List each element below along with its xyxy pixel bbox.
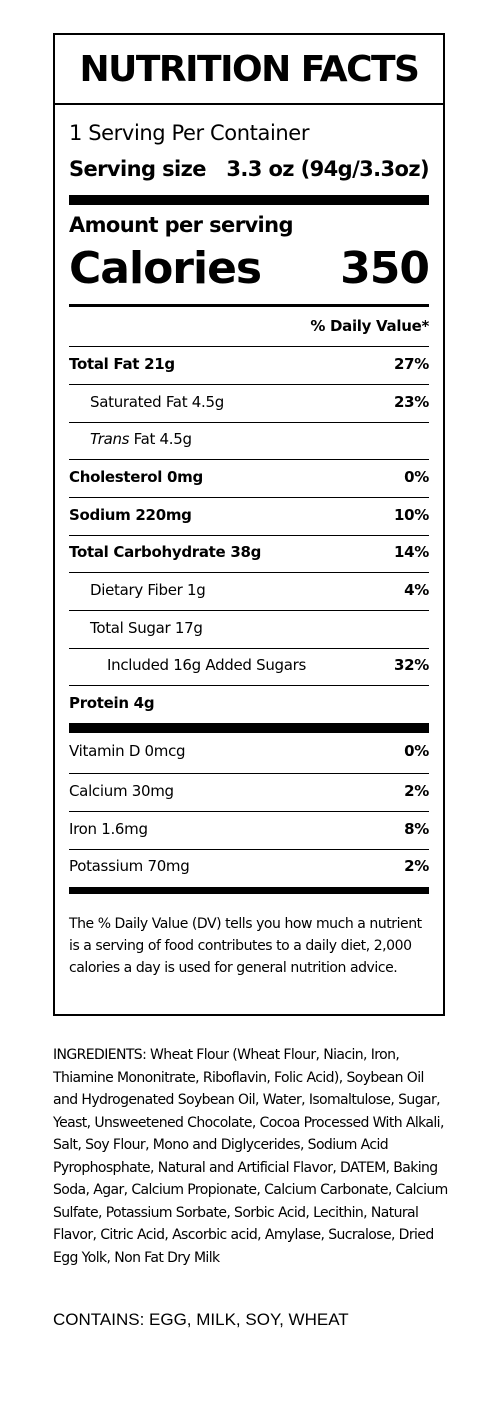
nutrient-row: Total Fat 21g 27% bbox=[69, 355, 429, 373]
vitamin-dv: 2% bbox=[404, 857, 429, 875]
divider bbox=[69, 384, 429, 385]
divider bbox=[69, 497, 429, 498]
allergen-statement: CONTAINS: EGG, MILK, SOY, WHEAT bbox=[53, 1310, 349, 1329]
nutrient-dv: 32% bbox=[393, 656, 429, 674]
nutrient-name: Included 16g Added Sugars bbox=[107, 656, 307, 674]
calories-row: Calories 350 bbox=[69, 243, 430, 294]
divider bbox=[69, 422, 429, 423]
divider bbox=[69, 849, 429, 850]
nutrient-name: Total Fat 21g bbox=[69, 355, 175, 373]
nutrition-facts-panel: NUTRITION FACTS 1 Serving Per Container … bbox=[53, 33, 445, 1016]
daily-value-header: % Daily Value* bbox=[310, 317, 429, 335]
nutrient-row: Sodium 220mg 10% bbox=[69, 506, 429, 524]
divider bbox=[69, 346, 429, 347]
nutrient-name: Total Sugar 17g bbox=[90, 619, 203, 637]
nutrient-name: Protein 4g bbox=[69, 694, 155, 712]
nutrient-dv: 23% bbox=[393, 393, 429, 411]
servings-per-container: 1 Serving Per Container bbox=[69, 121, 310, 145]
nutrient-row: Saturated Fat 4.5g 23% bbox=[69, 393, 429, 411]
nutrient-name: Sodium 220mg bbox=[69, 506, 192, 524]
amount-per-serving: Amount per serving bbox=[69, 213, 294, 237]
vitamin-name: Potassium 70mg bbox=[69, 857, 190, 875]
divider bbox=[69, 773, 429, 774]
serving-size-value: 3.3 oz (94g/3.3oz) bbox=[226, 157, 429, 181]
nutrient-dv: 10% bbox=[393, 506, 429, 524]
divider bbox=[69, 685, 429, 686]
nutrient-name: Dietary Fiber 1g bbox=[90, 581, 206, 599]
thick-divider bbox=[69, 887, 429, 894]
nutrient-name-rest: Fat 4.5g bbox=[129, 430, 192, 448]
vitamin-dv: 2% bbox=[404, 782, 429, 800]
nutrient-row: Total Sugar 17g bbox=[69, 619, 429, 637]
vitamin-name: Vitamin D 0mcg bbox=[69, 742, 186, 760]
nutrient-row: Total Carbohydrate 38g 14% bbox=[69, 543, 429, 561]
vitamin-row: Calcium 30mg 2% bbox=[69, 782, 429, 800]
vitamin-dv: 0% bbox=[404, 742, 429, 760]
nutrient-name: Cholesterol 0mg bbox=[69, 468, 203, 486]
nutrient-name: Trans Fat 4.5g bbox=[69, 430, 192, 448]
serving-size-label: Serving size bbox=[69, 157, 206, 181]
vitamin-row: Potassium 70mg 2% bbox=[69, 857, 429, 875]
nutrient-row: Trans Fat 4.5g bbox=[69, 430, 429, 448]
medium-divider bbox=[69, 304, 429, 307]
nutrient-dv: 14% bbox=[393, 543, 429, 561]
vitamin-row: Vitamin D 0mcg 0% bbox=[69, 742, 429, 760]
serving-size-row: Serving size 3.3 oz (94g/3.3oz) bbox=[69, 157, 430, 181]
calories-value: 350 bbox=[340, 243, 430, 294]
nutrient-row: Included 16g Added Sugars 32% bbox=[69, 656, 429, 674]
divider bbox=[69, 535, 429, 536]
nutrient-dv: 0% bbox=[404, 468, 429, 486]
nutrient-dv: 4% bbox=[404, 581, 429, 599]
divider bbox=[69, 572, 429, 573]
divider bbox=[69, 811, 429, 812]
calories-label: Calories bbox=[69, 243, 262, 294]
divider bbox=[69, 610, 429, 611]
thick-divider bbox=[69, 195, 429, 205]
divider bbox=[69, 648, 429, 649]
vitamin-row: Iron 1.6mg 8% bbox=[69, 820, 429, 838]
nutrient-name: Total Carbohydrate 38g bbox=[69, 543, 262, 561]
nutrient-row: Protein 4g bbox=[69, 694, 429, 712]
nutrient-row: Dietary Fiber 1g 4% bbox=[69, 581, 429, 599]
daily-value-footnote: The % Daily Value (DV) tells you how muc… bbox=[69, 916, 422, 976]
ingredients-text: INGREDIENTS: Wheat Flour (Wheat Flour, N… bbox=[53, 1047, 448, 1266]
vitamin-name: Calcium 30mg bbox=[69, 782, 174, 800]
thick-divider bbox=[69, 723, 429, 733]
nutrient-name-italic: Trans bbox=[90, 430, 130, 448]
nutrient-name: Saturated Fat 4.5g bbox=[90, 393, 224, 411]
divider bbox=[69, 459, 429, 460]
nutrient-row: Cholesterol 0mg 0% bbox=[69, 468, 429, 486]
title-bar: NUTRITION FACTS bbox=[55, 35, 443, 105]
vitamin-name: Iron 1.6mg bbox=[69, 820, 148, 838]
nutrient-dv: 27% bbox=[393, 355, 429, 373]
panel-title: NUTRITION FACTS bbox=[79, 48, 420, 90]
vitamin-dv: 8% bbox=[404, 820, 429, 838]
